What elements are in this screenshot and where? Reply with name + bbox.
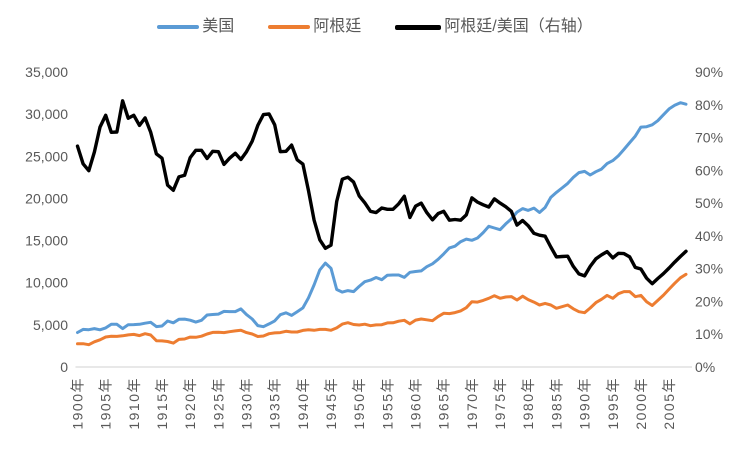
x-axis-tick-label: 2005年: [661, 377, 677, 430]
x-axis-tick-label: 1980年: [520, 377, 536, 430]
legend-label-usa: 美国: [202, 18, 235, 35]
x-axis-tick-label: 1920年: [182, 377, 198, 430]
x-axis-tick-label: 1905年: [98, 377, 114, 430]
x-axis-tick-label: 1960年: [408, 377, 424, 430]
right-axis-tick-label: 70%: [695, 130, 723, 146]
x-axis-tick-label: 1910年: [126, 377, 142, 430]
legend-item-usa: 美国: [157, 19, 234, 35]
left-axis-tick-label: 5,000: [33, 317, 68, 333]
legend-line-usa-icon: [157, 25, 200, 29]
right-axis-tick-label: 20%: [695, 293, 723, 309]
right-axis-tick-label: 30%: [695, 261, 723, 277]
x-axis-tick-label: 1965年: [436, 377, 452, 430]
legend-item-ratio: 阿根廷/美国（右轴）: [395, 18, 593, 35]
right-axis-tick-label: 0%: [695, 359, 715, 375]
x-axis-tick-label: 1975年: [492, 377, 508, 430]
left-axis-tick-label: 0: [60, 359, 68, 375]
right-axis-tick-label: 50%: [695, 195, 723, 211]
x-axis-tick-label: 1940年: [295, 377, 311, 430]
right-axis-tick-label: 60%: [695, 162, 723, 178]
argentina-line: [76, 272, 688, 347]
legend-label-argentina: 阿根廷: [313, 18, 362, 35]
us-line: [76, 101, 688, 334]
x-axis-tick-label: 1925年: [210, 377, 226, 430]
left-axis-tick-label: 25,000: [25, 148, 68, 164]
x-axis-tick-label: 1915年: [154, 377, 170, 430]
left-axis-tick-label: 30,000: [25, 106, 68, 122]
ratio-line: [75, 99, 688, 286]
right-axis-tick-label: 40%: [695, 228, 723, 244]
x-axis-tick-label: 1990年: [577, 377, 593, 430]
x-axis-tick-label: 1935年: [267, 377, 283, 430]
right-axis-tick-label: 80%: [695, 97, 723, 113]
x-axis-tick-label: 1950年: [351, 377, 367, 430]
right-axis-tick-label: 10%: [695, 326, 723, 342]
x-axis-tick-label: 1970年: [464, 377, 480, 430]
legend: 美国 阿根廷 阿根廷/美国（右轴）: [0, 19, 750, 35]
left-axis-tick-label: 35,000: [25, 64, 68, 80]
legend-item-argentina: 阿根廷: [268, 19, 361, 35]
x-axis-tick-label: 1985年: [548, 377, 564, 430]
legend-line-argentina-icon: [268, 25, 311, 29]
left-axis-tick-label: 10,000: [25, 275, 68, 291]
left-axis-tick-label: 15,000: [25, 233, 68, 249]
left-axis-tick-label: 20,000: [25, 190, 68, 206]
x-axis-tick-label: 1900年: [70, 377, 86, 430]
x-axis-tick-label: 1955年: [379, 377, 395, 430]
right-axis-tick-label: 90%: [695, 64, 723, 80]
x-axis-tick-label: 2000年: [633, 377, 649, 430]
legend-label-ratio: 阿根廷/美国（右轴）: [444, 18, 593, 35]
x-axis-tick-label: 1930年: [239, 377, 255, 430]
x-axis-tick-label: 1945年: [323, 377, 339, 430]
x-axis-tick-label: 1995年: [605, 377, 621, 430]
legend-line-ratio-icon: [395, 24, 442, 30]
